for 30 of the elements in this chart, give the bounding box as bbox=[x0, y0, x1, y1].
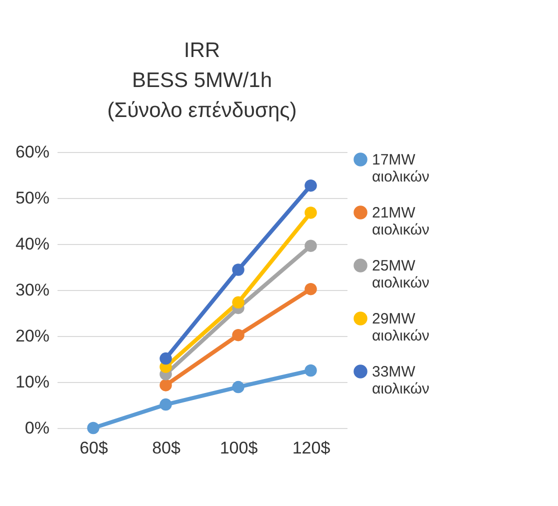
point bbox=[304, 179, 317, 192]
point bbox=[160, 379, 172, 392]
x-tick-label: 120$ bbox=[292, 438, 331, 458]
point bbox=[232, 264, 244, 276]
point bbox=[304, 282, 317, 296]
legend-label: 33MW αιολικών bbox=[372, 364, 430, 398]
point bbox=[304, 364, 317, 377]
point bbox=[87, 422, 100, 434]
point bbox=[160, 352, 172, 365]
y-tick-label: 30% bbox=[15, 280, 50, 300]
legend-label: 25MW αιολικών bbox=[372, 258, 430, 292]
legend-label: 21MW αιολικών bbox=[372, 204, 430, 238]
point bbox=[304, 206, 317, 219]
x-tick-label: 80$ bbox=[152, 438, 181, 458]
x-tick-label: 60$ bbox=[80, 438, 108, 458]
point bbox=[304, 240, 317, 252]
x-tick-label: 100$ bbox=[220, 438, 258, 458]
y-tick-label: 50% bbox=[15, 188, 50, 208]
y-tick-label: 40% bbox=[15, 234, 50, 254]
point bbox=[232, 296, 244, 309]
point bbox=[160, 398, 172, 411]
y-tick-label: 0% bbox=[24, 418, 50, 438]
legend-label: 29MW αιολικών bbox=[372, 310, 430, 344]
y-tick-label: 60% bbox=[15, 142, 50, 162]
chart-title: IRR BESS 5MW/1h (Σύνολο επένδυσης) bbox=[107, 39, 297, 122]
y-tick-label: 20% bbox=[15, 326, 50, 346]
point bbox=[232, 328, 244, 342]
point bbox=[232, 380, 244, 394]
y-tick-label: 10% bbox=[15, 372, 50, 392]
legend-label: 17MW αιολικών bbox=[372, 152, 430, 186]
